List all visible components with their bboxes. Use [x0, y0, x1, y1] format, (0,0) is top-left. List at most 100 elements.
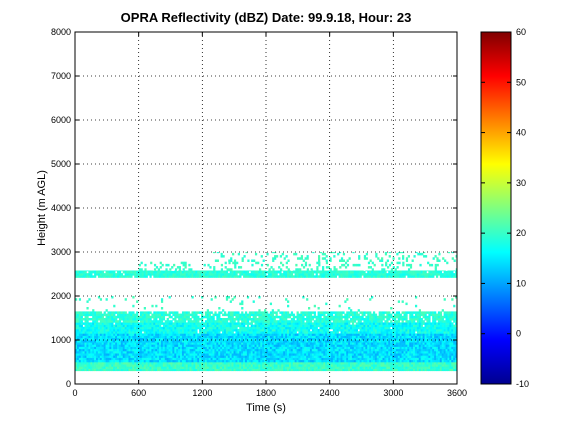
heatmap-cell: [141, 348, 145, 352]
heatmap-cell: [90, 335, 93, 339]
heatmap-cell: [441, 340, 444, 343]
heatmap-cell: [94, 359, 97, 363]
heatmap-cell: [237, 362, 240, 365]
heatmap-cell: [157, 313, 160, 317]
heatmap-cell: [361, 331, 364, 334]
heatmap-cell: [231, 315, 234, 319]
heatmap-cell: [195, 335, 198, 339]
heatmap-cell: [162, 322, 166, 325]
heatmap-cell: [164, 311, 167, 314]
heatmap-cell: [241, 359, 244, 363]
heatmap-cell: [132, 326, 135, 330]
heatmap-cell: [309, 340, 313, 343]
heatmap-cell: [376, 331, 379, 334]
heatmap-cell: [414, 329, 418, 332]
heatmap-cell: [346, 318, 349, 321]
heatmap-cell: [371, 351, 374, 354]
heatmap-cell: [344, 357, 347, 361]
heatmap-cell: [330, 335, 334, 339]
heatmap-cell: [281, 364, 284, 367]
heatmap-cell: [300, 348, 303, 352]
heatmap-cell: [374, 364, 378, 367]
heatmap-cell: [304, 348, 307, 352]
heatmap-cell: [172, 362, 175, 365]
heatmap-cell: [124, 329, 127, 332]
heatmap-cell: [455, 329, 457, 332]
heatmap-cell: [384, 335, 387, 339]
heatmap-cell: [348, 368, 351, 372]
heatmap-cell: [309, 348, 313, 352]
heatmap-cell: [298, 353, 301, 356]
heatmap-cell: [159, 359, 162, 363]
heatmap-cell: [151, 337, 154, 341]
heatmap-cell: [256, 366, 259, 369]
heatmap-cell: [105, 346, 108, 350]
heatmap-cell: [244, 337, 248, 341]
heatmap-cell: [246, 368, 250, 372]
heatmap-cell: [269, 335, 273, 339]
heatmap-cell: [208, 366, 211, 369]
heatmap-cell: [222, 333, 225, 336]
heatmap-cell: [84, 368, 87, 372]
heatmap-cell: [246, 313, 250, 317]
heatmap-cell: [298, 315, 301, 319]
heatmap-cell: [216, 335, 219, 339]
heatmap-cell: [80, 346, 83, 350]
heatmap-cell: [241, 324, 244, 328]
heatmap-cell: [250, 333, 253, 336]
heatmap-cell: [279, 318, 282, 321]
heatmap-cell: [296, 324, 299, 328]
heatmap-cell: [348, 355, 351, 358]
heatmap-cell: [372, 331, 376, 334]
heatmap-cell: [149, 326, 152, 330]
heatmap-cell: [308, 311, 311, 314]
heatmap-cell: [256, 346, 259, 350]
heatmap-cell: [187, 362, 190, 365]
heatmap-cell: [241, 335, 244, 339]
heatmap-cell: [298, 318, 301, 321]
heatmap-cell: [285, 355, 288, 358]
heatmap-cell: [306, 326, 309, 330]
heatmap-cell: [254, 359, 257, 363]
heatmap-cell: [84, 342, 87, 345]
heatmap-cell: [428, 326, 431, 330]
heatmap-cell: [99, 353, 103, 356]
heatmap-cell: [344, 348, 347, 352]
heatmap-cell: [285, 318, 288, 321]
heatmap-cell: [264, 329, 267, 332]
heatmap-cell: [80, 342, 83, 345]
heatmap-cell: [355, 355, 358, 358]
heatmap-cell: [269, 313, 273, 317]
heatmap-cell: [210, 329, 213, 332]
heatmap-cell: [371, 346, 374, 350]
heatmap-cell: [199, 331, 202, 334]
heatmap-cell: [189, 329, 192, 332]
heatmap-cell: [392, 337, 395, 341]
heatmap-cell: [277, 368, 280, 372]
heatmap-cell: [82, 357, 85, 361]
heatmap-cell: [243, 315, 246, 319]
heatmap-cell: [191, 357, 194, 361]
heatmap-cell: [103, 313, 106, 317]
heatmap-cell: [193, 324, 196, 328]
heatmap-cell: [107, 320, 110, 323]
heatmap-cell: [397, 355, 400, 358]
heatmap-cell: [231, 344, 234, 347]
heatmap-cell: [254, 353, 257, 356]
heatmap-cell: [327, 337, 330, 341]
heatmap-cell: [111, 355, 114, 358]
heatmap-cell: [187, 329, 190, 332]
heatmap-cell: [399, 329, 402, 332]
heatmap-cell: [390, 366, 393, 369]
heatmap-cell: [378, 364, 381, 367]
heatmap-cell: [220, 366, 223, 369]
heatmap-cell: [258, 331, 261, 334]
heatmap-cell: [344, 320, 347, 323]
heatmap-cell: [332, 315, 336, 319]
heatmap-cell: [308, 315, 311, 319]
heatmap-cell: [392, 353, 395, 356]
heatmap-cell: [153, 351, 156, 354]
heatmap-cell: [363, 342, 366, 345]
heatmap-cell: [455, 362, 457, 365]
heatmap-cell: [393, 326, 397, 330]
